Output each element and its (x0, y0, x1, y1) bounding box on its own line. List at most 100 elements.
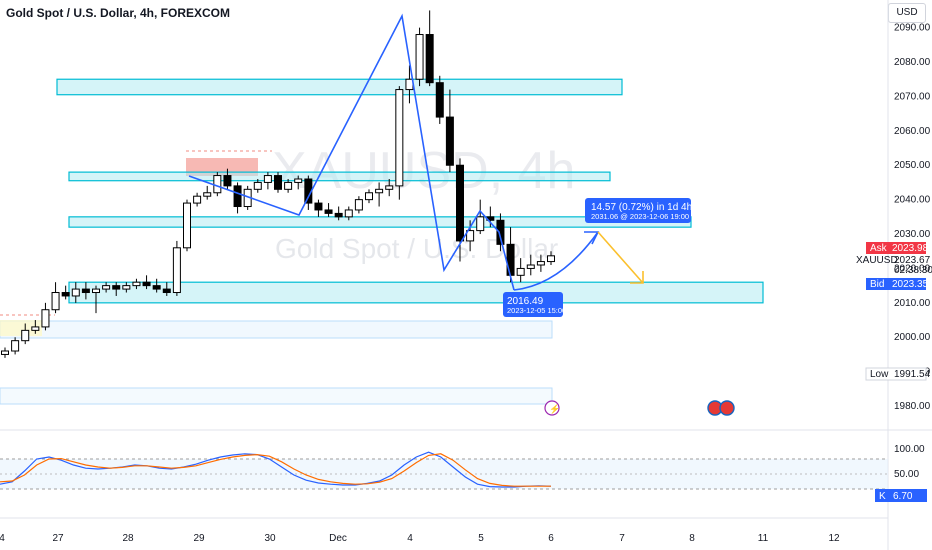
candle-body (183, 202, 191, 249)
candle-body (253, 181, 262, 190)
symbol-label: XAUUSD (856, 255, 898, 266)
bid-tag (866, 278, 926, 290)
low-tag (503, 292, 563, 317)
time-tick-label: 7 (619, 533, 625, 544)
measure-text: 14.57 (0.72%) in 1d 4h (591, 202, 692, 213)
time-axis: 4 27 28 29 30 Dec 4 5 6 7 8 11 12 (0, 533, 840, 544)
stoch-d-line (0, 453, 551, 487)
zone-box[interactable] (68, 216, 692, 228)
candle-body (193, 195, 202, 204)
candle-body (132, 281, 141, 287)
candle-body (274, 175, 282, 190)
k-tag (875, 489, 927, 502)
candle-body (435, 82, 444, 118)
candle-body (466, 230, 475, 242)
projection-path[interactable] (188, 13, 515, 291)
candle-body (81, 288, 90, 294)
price-axis: 2090.00 2080.00 2070.00 2060.00 2050.00 2040.… (894, 23, 931, 412)
candle-body (51, 292, 60, 311)
time-tick-label: 12 (828, 533, 840, 544)
stoch-tick-label: 50.00 (894, 469, 919, 480)
candle-body (223, 175, 232, 187)
last-value: 2023.67 (894, 255, 931, 266)
candle-body (172, 247, 181, 294)
ask-value: 2023.98 (892, 243, 929, 254)
price-tick-label: 2070.00 (894, 91, 931, 102)
price-tick-label: 2030.00 (894, 229, 931, 240)
zone-box[interactable] (56, 78, 623, 96)
candle-body (284, 181, 293, 190)
candle-body (314, 202, 323, 211)
candle-body (496, 219, 505, 245)
candle-body (354, 199, 363, 211)
candle-body (395, 89, 404, 187)
candle-body (21, 329, 30, 342)
candle-body (31, 326, 40, 331)
price-tick-label: 2090.00 (894, 23, 931, 34)
us-flag-icon[interactable] (719, 400, 735, 416)
time-tick-label: 30 (264, 533, 276, 544)
time-tick-label: 4 (407, 533, 413, 544)
candle-body (547, 255, 555, 263)
price-tick-label: 2000.00 (894, 332, 931, 343)
price-tick-label: 1980.00 (894, 401, 931, 412)
candle-body (365, 192, 373, 201)
countdown: 02:38:30 (894, 265, 932, 276)
price-tick-label: 2050.00 (894, 160, 931, 171)
time-tick-label: 4 (0, 533, 5, 544)
candle-body (203, 192, 212, 197)
time-tick-label: 6 (548, 533, 554, 544)
low-box (865, 367, 927, 381)
lightning-event-icon[interactable] (544, 400, 560, 416)
candle-body (456, 164, 464, 242)
candle-body (506, 243, 515, 276)
candle-body (415, 34, 424, 80)
highlight-zone (0, 320, 42, 336)
time-tick-label: 8 (689, 533, 695, 544)
candle-body (516, 267, 525, 276)
candle-body (102, 285, 111, 290)
stoch-k-line (0, 451, 552, 488)
stoch-axis: 100.00 50.00 (894, 444, 925, 480)
candle-body (294, 178, 303, 183)
time-tick-label: 27 (52, 533, 64, 544)
bid-value: 2023.35 (892, 279, 929, 290)
time-tick-label: 5 (478, 533, 484, 544)
zone-box[interactable] (68, 171, 611, 182)
candle-body (61, 292, 70, 297)
yellow-arrow[interactable] (597, 231, 644, 284)
candle-body (263, 175, 272, 183)
candle-body (445, 116, 454, 166)
chart-title: Gold Spot / U.S. Dollar, 4h, FOREXCOM (6, 6, 231, 20)
candle-body (405, 78, 414, 91)
projection-curve[interactable] (513, 231, 599, 291)
candle-body (425, 34, 434, 84)
k-label: K (879, 491, 886, 502)
yellow-arrow-head (630, 271, 644, 284)
candle-body (233, 185, 242, 208)
price-tick-label: 2080.00 (894, 57, 931, 68)
candle-body (92, 288, 100, 294)
candles-layer (1, 10, 555, 358)
stoch-tick-label: 100.00 (894, 444, 925, 455)
candle-body (162, 288, 171, 294)
price-tick-label: 2040.00 (894, 195, 931, 206)
stoch-band (0, 459, 888, 489)
candle-body (385, 185, 394, 190)
candle-body (122, 285, 131, 290)
price-tick-label: 2010.00 (894, 298, 931, 309)
time-tick-label: Dec (329, 533, 347, 544)
candle-body (152, 285, 161, 290)
low-value: 1991.54 (894, 369, 931, 380)
background-zone (0, 387, 553, 405)
candle-body (526, 264, 535, 269)
measure-tag (585, 198, 691, 223)
ask-tag (866, 242, 926, 254)
candle-body (41, 309, 50, 328)
background-zone (0, 320, 553, 339)
candle-body (334, 212, 343, 218)
bid-label: Bid (870, 279, 884, 290)
candle-body (11, 340, 20, 352)
